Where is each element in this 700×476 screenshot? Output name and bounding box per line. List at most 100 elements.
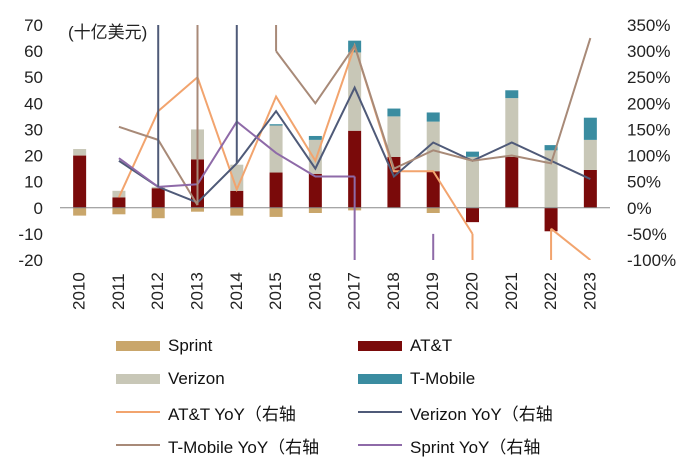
line-at-t-yoy-series [118,42,474,235]
legend-item-tmobile-yoy: T-Mobile YoY（右轴 [116,433,319,457]
sprint-swatch [116,341,160,351]
legend-item-verizon-yoy: Verizon YoY（右轴 [358,400,553,424]
bar-at-t-2010 [73,155,87,208]
left-axis-tick-label: 40 [24,94,43,113]
bar-at-t-2022 [544,207,558,232]
bar-sprint-2011 [112,207,126,215]
x-axis-tick-label-2019: 2019 [423,272,442,310]
right-axis-tick-label: 100% [627,147,670,166]
x-axis-tick-label-2017: 2017 [345,272,364,310]
bar-at-t-2017 [348,130,362,208]
bar-verizon-2022 [544,150,558,208]
bar-sprint-2016 [308,207,322,213]
legend-label-verizon: Verizon [168,369,225,388]
tmobile-swatch [358,374,402,384]
x-axis-tick-label-2022: 2022 [541,272,560,310]
left-axis-tick-label: -10 [18,225,43,244]
left-axis-tick-label: 0 [34,199,43,218]
legend-item-tmobile: T-Mobile [358,367,475,391]
legend-label-sprint-yoy: Sprint YoY（右轴 [410,437,541,457]
bar-t-mobile-2020 [466,151,479,157]
bar-sprint-2014 [230,207,244,216]
bar-at-t-2015 [269,172,283,208]
verizon-swatch [116,374,160,384]
bar-t-mobile-2018 [387,108,401,117]
right-axis-tick-label: -100% [627,251,676,270]
bar-at-t-2011 [112,197,126,208]
legend-item-sprint-yoy: Sprint YoY（右轴 [358,433,540,457]
tmobile-yoy-line-swatch [116,444,160,446]
legend-label-att: AT&T [410,336,453,355]
yoy-lines-group [118,25,592,260]
legend: Sprint AT&T Verizon T-Mobile AT&T YoY（右轴… [0,330,700,476]
left-axis-tick-label: 70 [24,16,43,35]
legend-item-att-yoy: AT&T YoY（右轴 [116,400,296,424]
right-axis-tick-label: 150% [627,120,670,139]
bar-sprint-2015 [269,207,283,217]
sprint-yoy-line-swatch [358,444,402,446]
verizon-yoy-line-swatch [358,411,402,413]
unit-label: (十亿美元) [68,23,147,42]
legend-item-verizon: Verizon [116,367,225,391]
bar-t-mobile-2019 [426,112,440,122]
legend-label-tmobile-yoy: T-Mobile YoY（右轴 [168,437,320,457]
x-axis-tick-label-2011: 2011 [109,273,128,310]
bar-at-t-2020 [466,207,479,223]
bar-at-t-2012 [151,188,165,208]
right-axis-tick-label: 0% [627,199,652,218]
right-axis-tick-label: 50% [627,173,661,192]
x-axis-tick-label-2014: 2014 [227,272,246,310]
bar-t-mobile-2021 [505,90,519,99]
bar-verizon-2021 [505,98,519,157]
bar-t-mobile-2016 [308,135,322,140]
right-axis-tick-label: 300% [627,42,670,61]
right-axis-tick-label: 350% [627,16,670,35]
att-yoy-line-swatch [116,411,160,413]
bar-verizon-2010 [73,149,87,156]
left-axis-tick-label: 20 [24,147,43,166]
left-axis-tick-label: 10 [24,173,43,192]
bar-sprint-2013 [191,207,204,212]
bar-t-mobile-2022 [544,145,558,151]
bar-verizon-2017 [348,52,362,131]
legend-label-tmobile: T-Mobile [410,369,476,388]
bar-at-t-2021 [505,156,519,208]
legend-label-att-yoy: AT&T YoY（右轴 [168,404,296,424]
bar-verizon-2011 [112,190,126,198]
left-axis-tick-label: -20 [18,251,43,270]
x-axis-tick-label-2016: 2016 [305,272,324,310]
bar-verizon-2023 [583,139,597,170]
right-axis-tick-label: 250% [627,68,670,87]
left-axis-tick-label: 60 [24,42,43,61]
x-axis-tick-label-2020: 2020 [463,272,482,310]
left-axis-tick-label: 30 [24,120,43,139]
x-axis-tick-label-2010: 2010 [70,272,89,310]
legend-label-verizon-yoy: Verizon YoY（右轴 [410,404,553,424]
x-axis-tick-label-2012: 2012 [148,272,167,310]
bar-at-t-2023 [583,169,597,208]
line-at-t-yoy-offscale-segment [550,227,591,260]
bar-sprint-2012 [151,207,165,219]
x-axis-tick-label-2021: 2021 [502,272,521,310]
right-axis-tick-label: -50% [627,225,667,244]
bar-verizon-2015 [269,125,283,173]
bar-verizon-2020 [466,156,479,208]
left-axis-tick-label: 50 [24,68,43,87]
bar-t-mobile-2015 [269,124,283,126]
bar-verizon-2018 [387,116,401,157]
x-axis-tick-label-2018: 2018 [384,272,403,310]
legend-item-att: AT&T [358,334,452,358]
x-axis-tick-label-2023: 2023 [580,272,599,310]
att-swatch [358,341,402,351]
bar-sprint-2010 [73,207,87,216]
bar-verizon-2019 [426,121,440,172]
right-axis-tick-label: 200% [627,94,670,113]
bar-at-t-2016 [308,173,322,208]
legend-item-sprint: Sprint [116,334,212,358]
line-t-mobile-yoy-series [275,37,592,170]
bar-at-t-2019 [426,171,440,208]
bar-at-t-2014 [230,190,244,208]
x-axis-tick-label-2015: 2015 [266,272,285,310]
legend-label-sprint: Sprint [168,336,213,355]
stacked-bar-line-chart: (十亿美元) -20 -10 0 10 20 30 40 50 60 70 -100% -50% 0% 50… [18,16,676,310]
